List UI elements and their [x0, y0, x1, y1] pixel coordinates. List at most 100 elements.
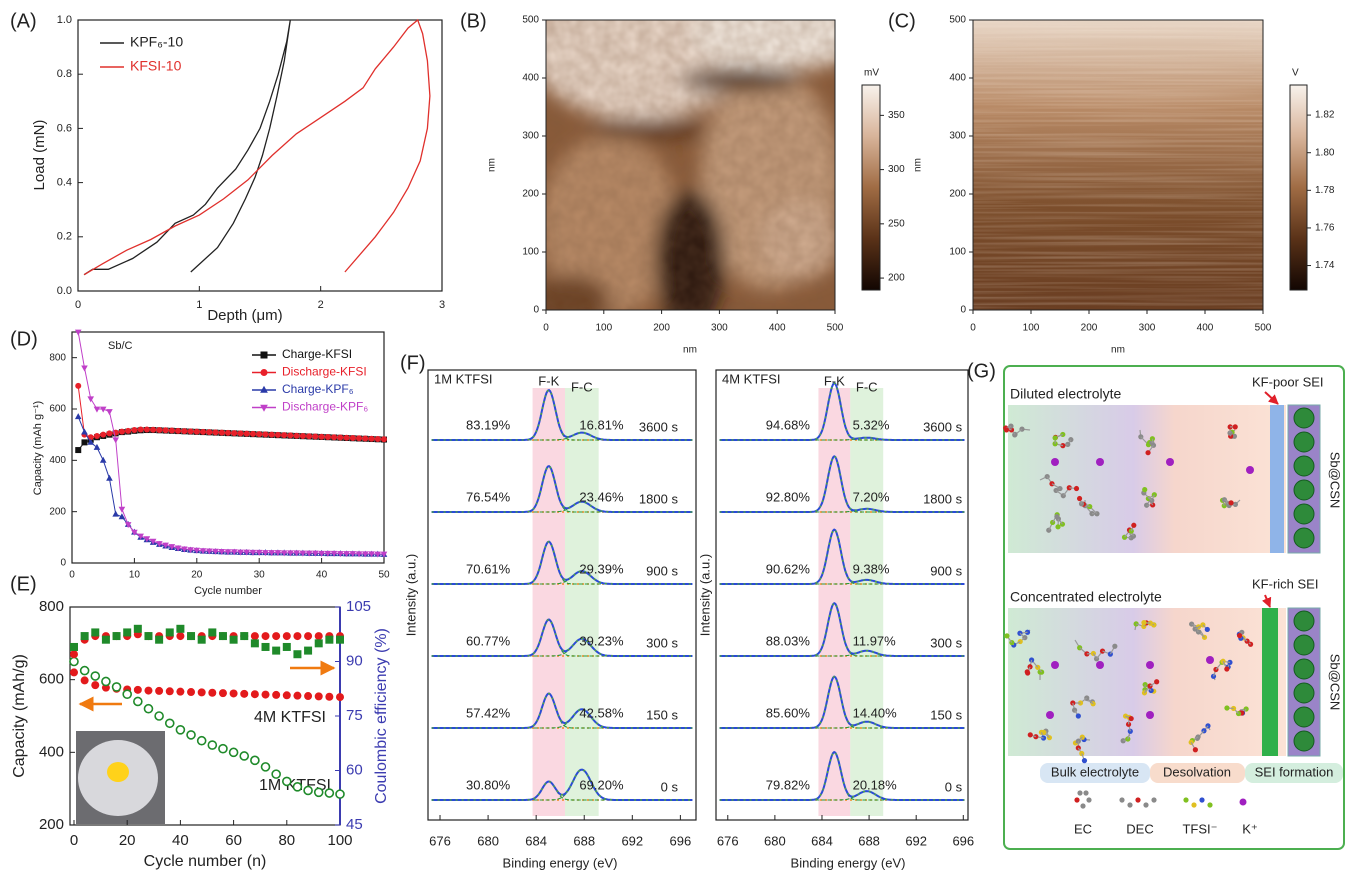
marker: [240, 689, 249, 698]
marker: [137, 533, 144, 540]
marker: [281, 776, 292, 787]
image-frame: [545, 19, 836, 311]
y-axis-label: nm: [913, 158, 924, 172]
afm-grain: [546, 20, 835, 310]
marker: [330, 550, 338, 557]
molecule-atom: [1224, 666, 1230, 672]
marker: [271, 769, 281, 779]
x-tick-label: 3: [439, 299, 445, 311]
molecule-atom: [1050, 519, 1056, 526]
marker: [237, 430, 244, 437]
time-label: 1800 s: [923, 491, 963, 506]
marker: [260, 369, 268, 376]
marker: [123, 628, 132, 637]
marker: [99, 406, 107, 413]
marker: [268, 431, 275, 438]
x-axis-label: nm: [1111, 345, 1125, 356]
marker: [162, 427, 169, 434]
marker: [293, 550, 300, 557]
marker: [304, 692, 313, 701]
molecule-atom: [1228, 500, 1234, 506]
marker: [336, 635, 344, 644]
marker: [69, 642, 78, 651]
marker: [111, 682, 122, 692]
molecule-atom: [1141, 620, 1147, 626]
marker: [133, 685, 142, 694]
marker: [205, 548, 213, 555]
y2-tick-label: 60: [346, 761, 363, 778]
plot-frame: [715, 369, 969, 821]
marker: [240, 632, 249, 641]
y-tick-label: 500: [522, 15, 539, 26]
x-axis-label: Cycle number (n): [144, 853, 267, 870]
electrode-label: Sb@CSN: [1328, 452, 1343, 509]
peak-percent: 7.20%: [853, 489, 890, 504]
marker: [243, 430, 250, 437]
molecule-atom: [1147, 620, 1154, 626]
marker: [93, 443, 101, 450]
colorbar-tick-label: 250: [888, 218, 905, 229]
marker: [197, 688, 206, 697]
peak-percent: 70.61%: [466, 561, 511, 576]
y-tick-label: 0.0: [57, 285, 72, 297]
peak-percent: 90.62%: [766, 561, 811, 576]
y-tick-label: 800: [39, 598, 64, 615]
marker: [249, 430, 256, 437]
electrode-particle: [1293, 431, 1315, 453]
marker: [281, 432, 288, 439]
molecule-atom: [1128, 715, 1134, 722]
y-axis-label: Capacity (mAh/g): [11, 654, 28, 778]
x-tick-label: 200: [653, 323, 670, 334]
marker: [230, 549, 238, 556]
legend-glyph: [1077, 790, 1083, 796]
potassium-ion: [1096, 661, 1104, 669]
marker: [181, 428, 188, 435]
legend-glyph: [1183, 797, 1189, 803]
y-tick-label: 0.6: [57, 122, 72, 134]
peak-percent: 79.82%: [766, 777, 811, 792]
marker: [261, 690, 270, 699]
marker: [225, 429, 231, 436]
peak-percent: 5.32%: [853, 417, 890, 432]
marker: [249, 549, 257, 556]
legend-label: EC: [1074, 821, 1092, 836]
marker: [361, 551, 369, 558]
marker: [260, 385, 268, 393]
marker: [313, 787, 324, 798]
peak-percent: 76.54%: [466, 489, 511, 504]
time-label: 900 s: [930, 563, 962, 578]
colorbar-tick-label: 1.74: [1315, 260, 1335, 271]
electrode-particle: [1293, 730, 1315, 752]
electrolyte-region: [1008, 405, 1286, 553]
colorbar-tick-label: 350: [888, 110, 905, 121]
molecule-atom: [1125, 736, 1131, 742]
y-tick-label: 0: [960, 305, 966, 316]
molecule-atom: [1112, 643, 1118, 649]
time-label: 3600 s: [923, 419, 963, 434]
marker: [112, 510, 119, 517]
y-tick-label: 500: [949, 15, 966, 26]
electrode-particle: [1293, 658, 1315, 680]
plot-frame: [77, 19, 443, 292]
electrode-particle: [1293, 503, 1315, 525]
marker: [256, 431, 263, 438]
marker: [331, 434, 338, 441]
marker: [325, 635, 334, 644]
molecule-atom: [1076, 495, 1083, 502]
x-tick-label: 676: [717, 833, 739, 848]
x-tick-label: 0: [970, 323, 976, 334]
marker: [175, 427, 182, 434]
annotation: Sb/C: [108, 340, 133, 352]
x-axis-label: Cycle number: [194, 585, 262, 597]
marker: [312, 550, 319, 557]
marker: [260, 351, 268, 359]
afm-image: [546, 20, 835, 310]
molecule-atom: [1024, 669, 1030, 675]
marker: [299, 550, 307, 557]
marker: [287, 432, 294, 439]
marker: [81, 428, 88, 435]
marker: [196, 735, 207, 746]
y-tick-label: 100: [522, 247, 539, 258]
